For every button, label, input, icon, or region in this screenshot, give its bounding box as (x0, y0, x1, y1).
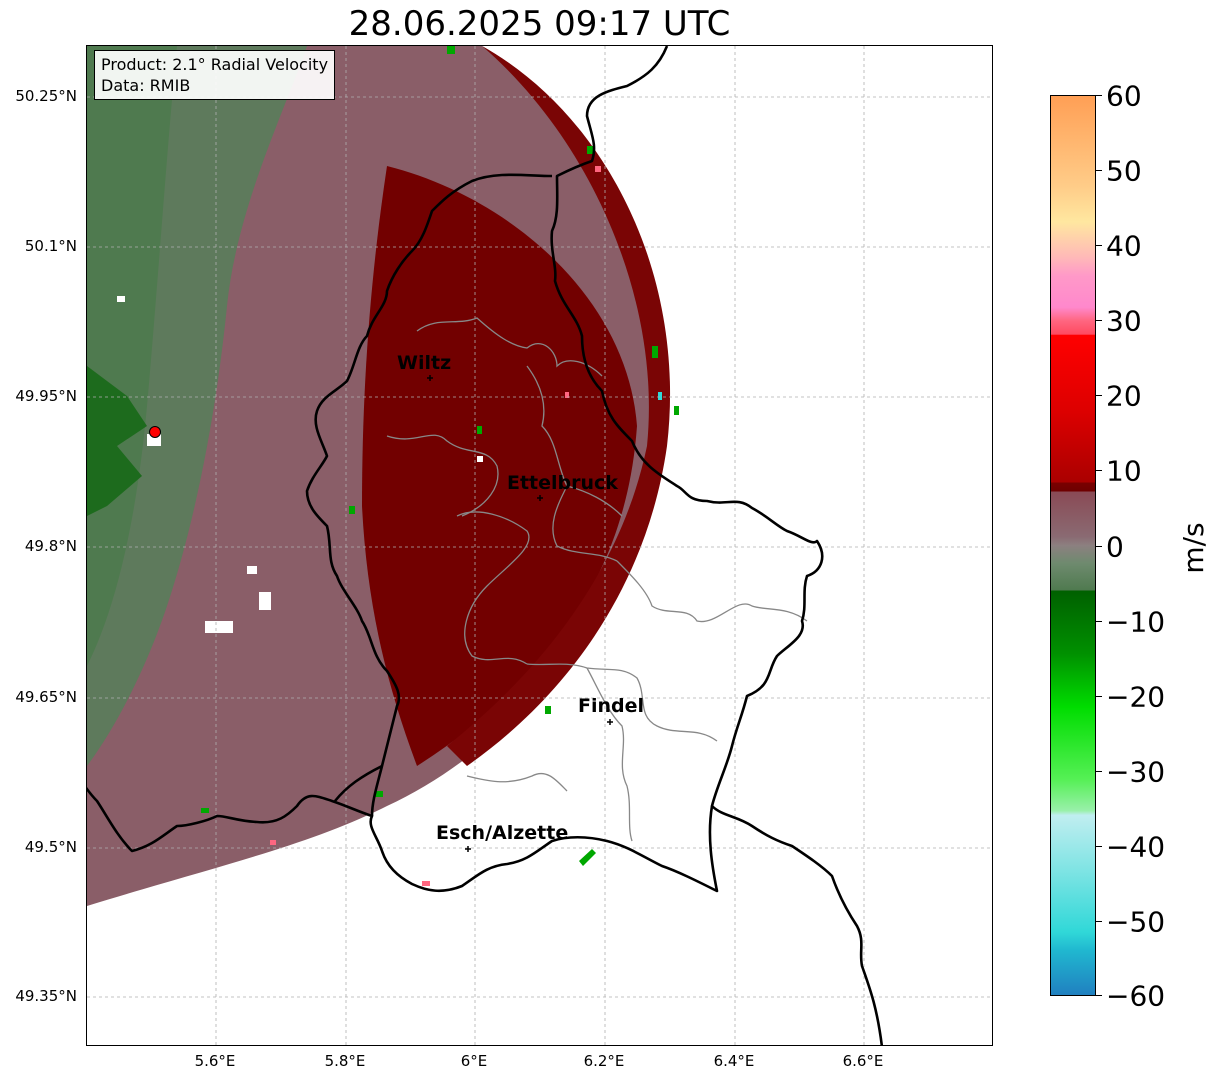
data-source-text: Data: RMIB (101, 76, 191, 95)
city-label: Findel (578, 695, 644, 717)
colorbar-tick-mark (1096, 395, 1102, 396)
colorbar-tick-label: −50 (1106, 905, 1166, 939)
lon-tick-label: 6.2°E (583, 1052, 625, 1070)
colorbar-tick-mark (1096, 771, 1102, 772)
colorbar-tick-label: 10 (1106, 454, 1142, 488)
colorbar-tick-label: 50 (1106, 154, 1142, 188)
colorbar-tick-mark (1096, 470, 1102, 471)
colorbar-tick-mark (1096, 696, 1102, 697)
lon-tick-label: 5.8°E (324, 1052, 366, 1070)
lat-tick-label: 49.5°N (24, 838, 77, 856)
city-findel: Findel (578, 695, 644, 725)
city-label: Ettelbruck (507, 472, 618, 494)
colorbar-tick-label: 0 (1106, 530, 1124, 564)
colorbar-tick-label: −10 (1106, 605, 1166, 639)
colorbar-tick-label: 30 (1106, 304, 1142, 338)
velocity-colorbar (1050, 95, 1096, 996)
colorbar-unit-label: m/s (1177, 522, 1207, 574)
city-wiltz: Wiltz (397, 352, 451, 381)
gridlines (87, 46, 992, 1045)
colorbar-tick-mark (1096, 995, 1102, 996)
lon-tick-label: 6.4°E (713, 1052, 755, 1070)
canton-borders (386, 317, 808, 842)
lat-tick-label: 50.25°N (15, 87, 77, 105)
radar-map[interactable]: Wiltz Ettelbruck Findel Esch/Alzette (86, 45, 993, 1046)
colorbar-tick-label: −20 (1106, 680, 1166, 714)
lat-tick-label: 49.8°N (24, 537, 77, 555)
colorbar-tick-label: −30 (1106, 755, 1166, 789)
city-label: Esch/Alzette (436, 822, 568, 844)
lat-tick-label: 49.35°N (15, 987, 77, 1005)
product-info-box: Product: 2.1° Radial Velocity Data: RMIB (94, 50, 336, 100)
lon-tick-label: 6.6°E (842, 1052, 884, 1070)
colorbar-tick-mark (1096, 621, 1102, 622)
lon-tick-label: 6°E (460, 1052, 488, 1070)
city-label: Wiltz (397, 352, 451, 374)
city-markers: Wiltz Ettelbruck Findel Esch/Alzette (397, 352, 644, 852)
colorbar-tick-label: −60 (1106, 979, 1166, 1013)
lat-tick-label: 50.1°N (24, 237, 77, 255)
radar-echoes (87, 46, 679, 906)
radar-map-canvas: Wiltz Ettelbruck Findel Esch/Alzette (87, 46, 992, 1045)
colorbar-tick-mark (1096, 170, 1102, 171)
lon-tick-label: 5.6°E (194, 1052, 236, 1070)
colorbar-tick-mark (1096, 245, 1102, 246)
colorbar-tick-mark (1096, 320, 1102, 321)
lat-tick-label: 49.65°N (15, 688, 77, 706)
colorbar-tick-label: 40 (1106, 229, 1142, 263)
colorbar-tick-label: 60 (1106, 79, 1142, 113)
colorbar-tick-mark (1096, 95, 1102, 96)
product-text: Product: 2.1° Radial Velocity (101, 55, 329, 74)
lat-tick-label: 49.95°N (15, 387, 77, 405)
city-esch-alzette: Esch/Alzette (436, 822, 568, 852)
colorbar-tick-label: −40 (1106, 830, 1166, 864)
national-borders (87, 46, 884, 1045)
colorbar-tick-label: 20 (1106, 379, 1142, 413)
colorbar-tick-mark (1096, 546, 1102, 547)
colorbar-tick-mark (1096, 921, 1102, 922)
radar-site-marker (149, 426, 161, 438)
colorbar-tick-mark (1096, 846, 1102, 847)
city-ettelbruck: Ettelbruck (507, 472, 618, 501)
map-title: 28.06.2025 09:17 UTC (348, 4, 731, 44)
